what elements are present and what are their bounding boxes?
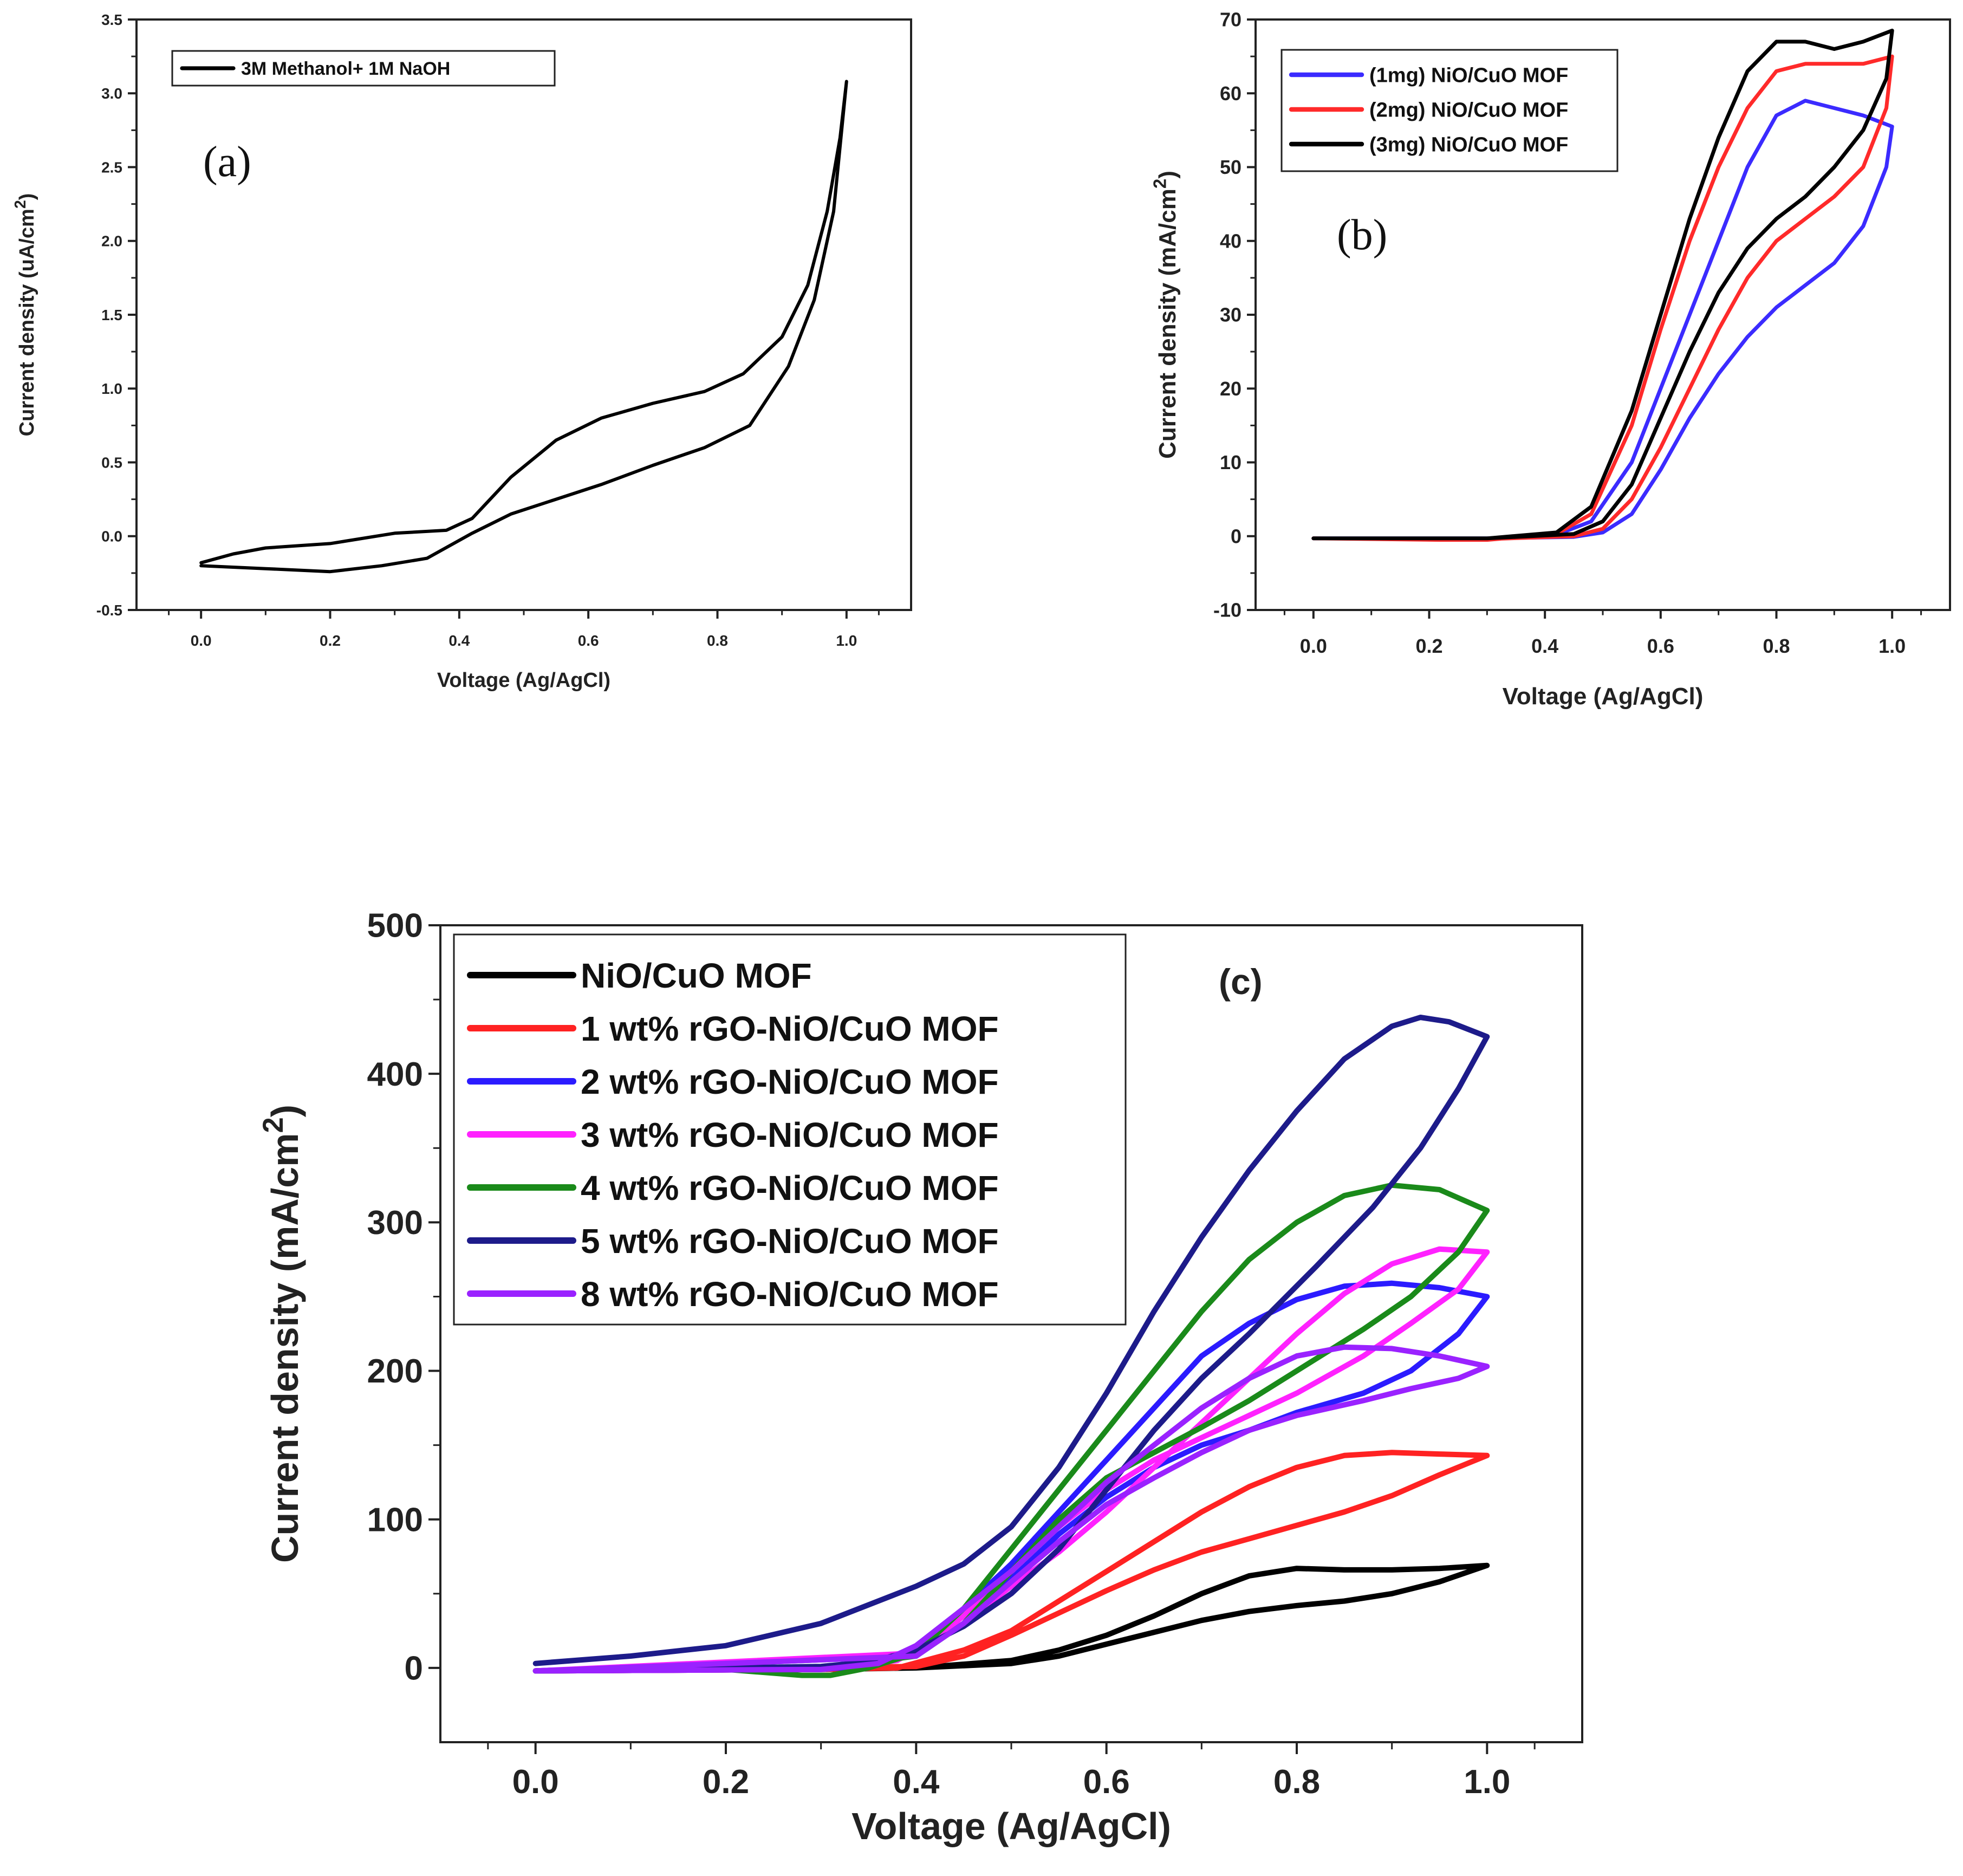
legend-label-c: NiO/CuO MOF [581,956,812,995]
y-tick-label-a: 0.0 [101,528,122,545]
y-axis-title-sup: 2 [257,1117,289,1133]
legend-label-c: 2 wt% rGO-NiO/CuO MOF [581,1062,999,1101]
y-axis-title-b: Current density (mA/cm2) [1149,171,1181,459]
y-tick-label-c: 100 [367,1501,423,1539]
x-tick-label-a: 0.8 [707,632,728,649]
legend-label-a: 3M Methanol+ 1M NaOH [241,59,450,79]
y-axis-title-text: Current density (mA/cm [264,1133,306,1563]
y-axis-title-a: Current density (uA/cm2) [12,193,38,437]
legend-label-c: 8 wt% rGO-NiO/CuO MOF [581,1275,999,1314]
panel-c-chart: 0.0 0.2 0.4 0.6 0.8 1.0 0 100 200 300 400 500 Voltag… [257,907,1583,1847]
x-axis-title-a: Voltage (Ag/AgCl) [437,669,610,692]
panel-a-chart: 0.0 0.2 0.4 0.6 0.8 1.0 -0.5 0.0 0.5 1.0 1.5 2.0 2.5… [12,11,912,692]
y-tick-label-c: 200 [367,1353,423,1390]
legend-label-b: (2mg) NiO/CuO MOF [1369,99,1568,122]
y-tick-label-a: 3.0 [101,85,122,102]
y-tick-label-a: 1.0 [101,380,122,397]
x-tick-label-c: 0.0 [512,1763,559,1801]
y-tick-label-b: 50 [1220,156,1242,178]
x-tick-label-b: 0.6 [1647,635,1674,657]
y-tick-label-b: 70 [1220,9,1242,31]
x-tick-label-c: 0.4 [893,1763,940,1801]
legend-label-b: (1mg) NiO/CuO MOF [1369,64,1568,87]
panel-b-chart: 0.0 0.2 0.4 0.6 0.8 1.0 -10 0 10 20 30 40 50 60 70 Volt… [1149,9,1951,710]
panel-tag-b: (b) [1337,211,1387,259]
legend-box-c [453,933,1127,1326]
y-tick-label-a: 3.5 [101,11,122,28]
x-tick-label-a: 0.4 [448,632,470,649]
x-tick-label-a: 0.0 [191,632,212,649]
x-tick-label-c: 0.8 [1273,1763,1320,1801]
panel-tag-c: (c) [1219,962,1263,1002]
x-tick-label-a: 0.6 [578,632,599,649]
legend-label-c: 3 wt% rGO-NiO/CuO MOF [581,1115,999,1154]
y-axis-title-c: Current density (mA/cm2) [257,1105,306,1563]
y-tick-label-c: 0 [405,1650,423,1687]
legend-label-c: 1 wt% rGO-NiO/CuO MOF [581,1009,999,1048]
series-line-b-1 [1311,99,1894,541]
y-tick-label-a: 2.0 [101,233,122,250]
legend-label-c: 4 wt% rGO-NiO/CuO MOF [581,1169,999,1208]
x-tick-label-a: 1.0 [836,632,857,649]
legend-box-a [171,50,556,87]
y-tick-label-a: 1.5 [101,307,122,323]
panel-tag-a: (a) [203,138,251,186]
series-line-c-6 [532,1015,1490,1674]
y-tick-label-b: 40 [1220,230,1242,252]
y-tick-label-b: 20 [1220,378,1242,400]
y-axis-title-close: ) [264,1105,306,1117]
y-axis-title-sup: 2 [1149,179,1169,189]
series-line-c-2 [532,1450,1490,1674]
x-tick-label-b: 0.8 [1763,635,1790,657]
y-tick-label-c: 500 [367,907,423,945]
y-axis-title-close: ) [1154,171,1181,179]
y-axis-title-text: Current density (mA/cm [1154,189,1181,459]
y-tick-label-b: -10 [1213,599,1242,621]
y-tick-label-a: -0.5 [96,602,122,619]
x-axis-title-b: Voltage (Ag/AgCl) [1503,683,1704,710]
series-line-a-1 [199,80,848,574]
y-tick-label-a: 2.5 [101,159,122,176]
y-axis-title-text: Current density (uA/cm [16,209,38,436]
series-line-c-1 [532,1562,1490,1674]
series-line-b-2 [1311,54,1894,542]
y-tick-label-c: 400 [367,1056,423,1093]
y-tick-label-b: 60 [1220,82,1242,105]
x-tick-label-c: 1.0 [1464,1763,1510,1801]
y-tick-label-c: 300 [367,1204,423,1242]
series-line-b-3 [1311,28,1894,541]
x-tick-label-b: 0.4 [1531,635,1558,657]
x-tick-label-b: 0.0 [1300,635,1327,657]
y-tick-label-a: 0.5 [101,454,122,471]
x-tick-label-c: 0.6 [1083,1763,1130,1801]
x-tick-label-c: 0.2 [703,1763,749,1801]
y-tick-label-b: 30 [1220,304,1242,326]
legend-label-b: (3mg) NiO/CuO MOF [1369,134,1568,157]
y-tick-label-b: 10 [1220,451,1242,473]
x-tick-label-a: 0.2 [320,632,341,649]
series-line-c-7 [532,1344,1490,1674]
y-axis-title-sup: 2 [12,200,29,209]
y-axis-title-close: ) [16,193,38,200]
x-tick-label-b: 1.0 [1878,635,1906,657]
x-tick-label-b: 0.2 [1415,635,1442,657]
y-tick-label-b: 0 [1231,525,1242,547]
x-axis-title-c: Voltage (Ag/AgCl) [851,1805,1171,1847]
legend-label-c: 5 wt% rGO-NiO/CuO MOF [581,1222,999,1261]
